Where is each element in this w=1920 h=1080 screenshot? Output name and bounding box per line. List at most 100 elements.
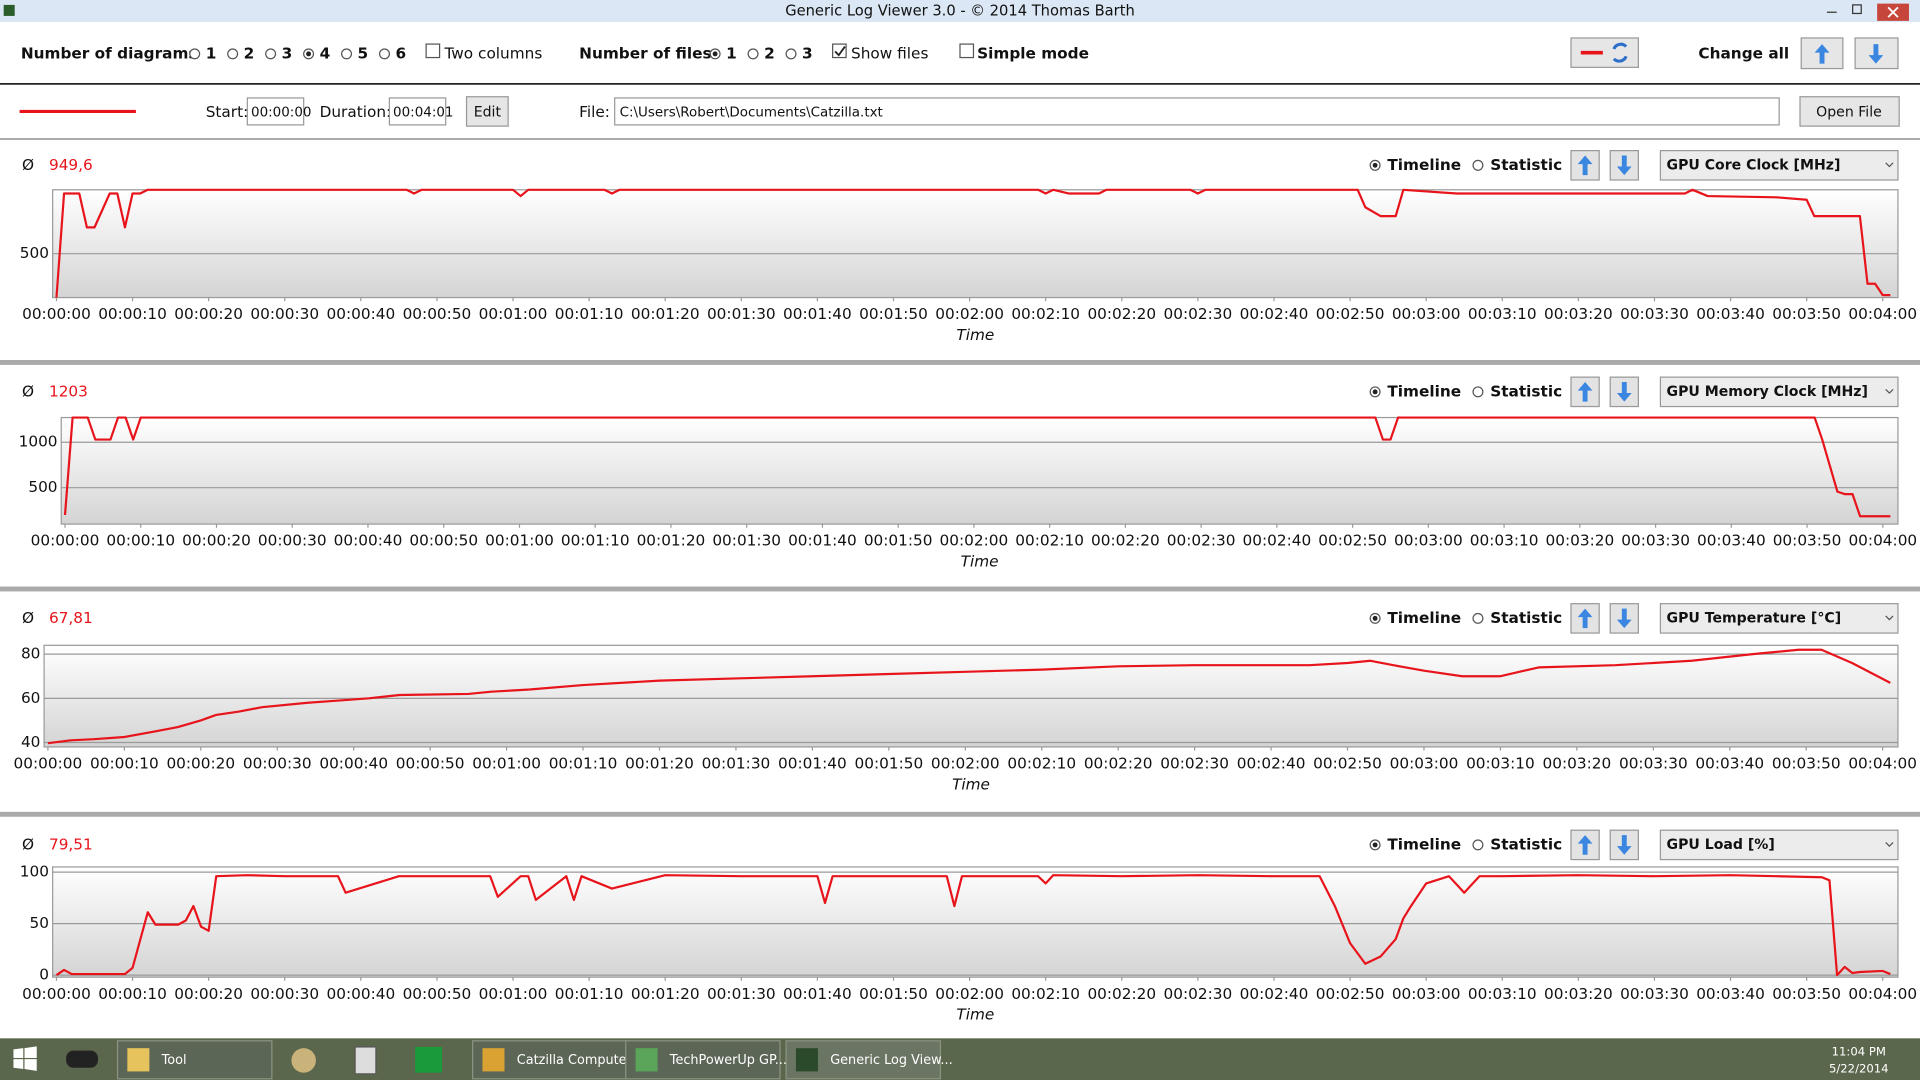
y-tick-label: 1000 — [19, 433, 58, 451]
x-tick-label: 00:01:50 — [859, 985, 928, 1003]
x-tick-label: 00:03:30 — [1619, 755, 1688, 773]
app-icon — [3, 4, 15, 16]
x-tick-label: 00:00:40 — [334, 532, 403, 550]
file-radio[interactable] — [785, 48, 797, 60]
x-tick-label: 00:00:30 — [250, 305, 319, 323]
x-tick-label: 00:01:10 — [561, 532, 630, 550]
average-value: 949,6 — [49, 156, 93, 174]
x-tick-label: 00:01:10 — [555, 985, 624, 1003]
x-tick-label: 00:02:10 — [1011, 305, 1080, 323]
x-tick-label: 00:00:50 — [403, 305, 472, 323]
y-tick-label: 100 — [20, 863, 49, 881]
mode-radio[interactable] — [1472, 386, 1484, 398]
x-tick-label: 00:00:00 — [31, 532, 100, 550]
edit-button[interactable] — [465, 96, 509, 127]
diagram-option: 3 — [282, 44, 293, 62]
file-label: File: — [579, 103, 610, 121]
diagram-radio[interactable] — [378, 48, 390, 60]
dropdown-arrow — [1885, 842, 1894, 847]
up-arrow — [1577, 608, 1593, 629]
x-tick-label: 00:01:40 — [778, 755, 847, 773]
x-tick-label: 00:03:10 — [1468, 985, 1537, 1003]
taskbar-game-icon[interactable] — [66, 1050, 98, 1068]
x-tick-label: 00:03:30 — [1620, 985, 1689, 1003]
x-axis-label: Time — [952, 775, 990, 793]
sensor-dropdown[interactable] — [1659, 376, 1899, 408]
x-tick-label: 00:00:20 — [174, 985, 243, 1003]
x-tick-label: 00:01:40 — [783, 985, 852, 1003]
move-all-down-button[interactable] — [1854, 37, 1899, 70]
plot-area — [60, 416, 1899, 525]
mode-radio[interactable] — [1472, 612, 1484, 624]
duration-label: Duration: — [320, 103, 392, 121]
diagram-radio[interactable] — [227, 48, 239, 60]
x-tick-label: 00:03:30 — [1620, 305, 1689, 323]
x-tick-label: 00:02:10 — [1011, 985, 1080, 1003]
two-columns-checkbox[interactable] — [425, 43, 441, 59]
sensor-name: GPU Memory Clock [MHz] — [1667, 384, 1868, 400]
mode-label: Timeline — [1387, 609, 1461, 627]
diagram-radio[interactable] — [341, 48, 353, 60]
taskbar-store-icon[interactable] — [415, 1046, 443, 1073]
color-sync-button[interactable] — [1570, 37, 1639, 68]
x-tick-label: 00:02:20 — [1084, 755, 1153, 773]
x-tick-label: 00:01:00 — [485, 532, 554, 550]
move-all-up-button[interactable] — [1800, 37, 1844, 70]
x-tick-label: 00:02:00 — [935, 305, 1004, 323]
file-radio[interactable] — [747, 48, 759, 60]
x-tick-label: 00:02:20 — [1087, 985, 1156, 1003]
open-file-label: Open File — [1816, 105, 1882, 121]
diagram-radio[interactable] — [189, 48, 201, 60]
up-arrow — [1577, 382, 1593, 402]
x-tick-label: 00:03:00 — [1392, 985, 1461, 1003]
x-tick-label: 00:01:30 — [707, 305, 776, 323]
x-tick-label: 00:03:10 — [1468, 305, 1537, 323]
start-button[interactable] — [13, 1046, 37, 1071]
mode-label: Timeline — [1387, 835, 1461, 853]
y-tick-label: 40 — [21, 733, 40, 751]
sensor-dropdown[interactable] — [1659, 603, 1899, 634]
x-tick-label: 00:01:20 — [625, 755, 694, 773]
start-input[interactable] — [246, 97, 305, 126]
down-arrow — [1616, 382, 1632, 402]
x-tick-label: 00:01:00 — [479, 305, 548, 323]
x-tick-label: 00:00:40 — [326, 305, 395, 323]
open-file-button[interactable] — [1799, 96, 1900, 127]
x-tick-label: 00:00:20 — [166, 755, 235, 773]
duration-input[interactable] — [388, 97, 447, 126]
diagram-radio[interactable] — [265, 48, 277, 60]
simple-mode-checkbox[interactable] — [959, 43, 975, 59]
edit-label: Edit — [474, 105, 502, 121]
simple-mode-label: Simple mode — [977, 44, 1089, 62]
start-value: 00:00:00 — [251, 106, 311, 121]
down-arrow — [1616, 155, 1632, 176]
x-tick-label: 00:00:00 — [22, 305, 91, 323]
x-tick-label: 00:02:30 — [1167, 532, 1236, 550]
x-tick-label: 00:02:50 — [1316, 305, 1385, 323]
window-controls[interactable] — [1826, 3, 1909, 21]
start-label: Start: — [206, 103, 249, 121]
window-title: Generic Log Viewer 3.0 - © 2014 Thomas B… — [785, 3, 1135, 20]
x-tick-label: 00:00:30 — [243, 755, 312, 773]
file-path-input[interactable] — [614, 97, 1780, 126]
up-arrow — [1577, 155, 1593, 176]
x-tick-label: 00:02:00 — [931, 755, 1000, 773]
show-files-checkbox[interactable] — [832, 43, 847, 59]
diagrams-label: Number of diagrams — [21, 44, 198, 62]
clock-date: 5/22/2014 — [1829, 1061, 1889, 1075]
sensor-dropdown[interactable] — [1659, 829, 1899, 861]
x-tick-label: 00:01:50 — [864, 532, 933, 550]
data-line — [63, 416, 1891, 518]
taskbar-calc-icon[interactable] — [354, 1046, 377, 1075]
taskbar-paint-icon[interactable] — [291, 1048, 316, 1073]
change-all-label: Change all — [1698, 44, 1789, 62]
mode-radio-dot — [1372, 389, 1378, 395]
plot-area — [43, 644, 1899, 748]
sensor-dropdown[interactable] — [1659, 150, 1899, 181]
mode-radio[interactable] — [1472, 839, 1484, 851]
data-line — [47, 648, 1891, 745]
chart-separator — [0, 586, 1920, 592]
x-tick-label: 00:02:50 — [1313, 755, 1382, 773]
mode-radio[interactable] — [1472, 159, 1484, 171]
